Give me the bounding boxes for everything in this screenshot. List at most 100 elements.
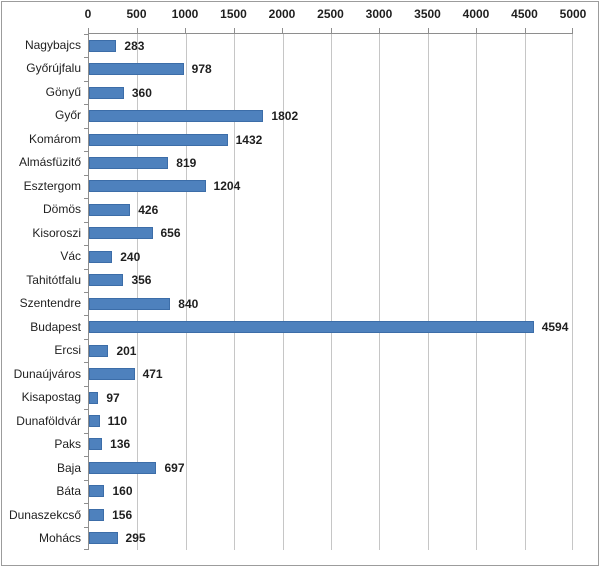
value-label: 656: [160, 226, 181, 241]
value-label: 1802: [271, 109, 299, 124]
value-axis-tick-label: 5000: [559, 7, 587, 21]
value-label: 1432: [235, 132, 263, 147]
value-label: 819: [176, 155, 197, 170]
category-label: Paks: [54, 437, 81, 452]
category-axis-tick-mark: [84, 221, 89, 223]
value-axis-tick-mark: [572, 28, 573, 33]
value-axis-tick-label: 4000: [462, 7, 490, 21]
bar: [89, 63, 184, 76]
bar-row: 426: [89, 198, 573, 221]
gridline: [185, 34, 187, 550]
bar-row: 819: [89, 151, 573, 174]
category-label: Komárom: [28, 131, 81, 146]
value-axis-tick-mark: [476, 28, 477, 33]
value-axis-tick-mark: [379, 28, 380, 33]
bar: [89, 39, 117, 52]
bar: [89, 110, 264, 123]
category-axis-tick-mark: [84, 362, 89, 364]
category-axis-tick-mark: [84, 245, 89, 247]
bar: [89, 180, 206, 193]
bar-row: 156: [89, 503, 573, 526]
category-label: Dömös: [42, 202, 81, 217]
category-label: Dunaföldvár: [16, 413, 81, 428]
bar: [89, 414, 100, 427]
category-label: Báta: [56, 484, 81, 499]
bar-row: 295: [89, 527, 573, 550]
value-axis-ticks: [88, 28, 573, 33]
gridline: [331, 34, 332, 550]
category-label: Ercsi: [54, 343, 81, 358]
category-axis-tick-mark: [84, 315, 89, 317]
value-axis-tick-label: 4500: [511, 7, 538, 21]
bar-row: 840: [89, 292, 573, 315]
bar-row: 201: [89, 339, 573, 362]
bar: [89, 250, 113, 263]
category-label: Kisapostag: [21, 390, 81, 405]
value-axis-tick-label: 2500: [317, 7, 344, 21]
value-label: 697: [164, 460, 185, 475]
value-axis-tick-mark: [136, 28, 138, 33]
bar-row: 697: [89, 456, 573, 479]
category-axis-tick-mark: [84, 292, 89, 293]
category-axis-tick-mark: [84, 549, 89, 550]
category-label: Tahitótfalu: [26, 272, 81, 287]
bar: [89, 156, 169, 169]
category-label: Mohács: [38, 531, 81, 546]
category-label: Esztergom: [23, 178, 81, 193]
bar: [89, 391, 99, 404]
category-axis-tick-mark: [84, 151, 89, 153]
category-label: Szentendre: [19, 296, 81, 311]
bar-row: 283: [89, 34, 573, 57]
category-axis-tick-mark: [84, 127, 89, 129]
bar: [89, 274, 124, 287]
category-axis-tick-mark: [84, 268, 89, 270]
category-label: Gönyű: [45, 84, 81, 99]
value-label: 110: [107, 413, 127, 428]
bar: [89, 532, 118, 545]
category-axis-tick-mark: [84, 338, 89, 340]
value-axis-tick-label: 2000: [268, 7, 296, 21]
bar: [89, 297, 171, 310]
category-axis-tick-mark: [84, 526, 89, 528]
category-label: Almásfüzitő: [18, 155, 81, 170]
value-label: 471: [142, 367, 163, 382]
category-label: Nagybajcs: [24, 37, 81, 52]
value-axis-tick-label: 3500: [414, 7, 441, 21]
value-axis-tick-label: 1500: [220, 7, 247, 21]
bar-row: 136: [89, 433, 573, 456]
gridline: [234, 34, 236, 550]
value-axis-tick-label: 3000: [365, 7, 393, 21]
bar-row: 110: [89, 409, 573, 432]
bar-row: 978: [89, 57, 573, 80]
value-axis-tick-label: 0: [84, 7, 92, 21]
category-axis-tick-mark: [84, 57, 89, 59]
value-label: 283: [124, 38, 145, 53]
value-label: 360: [131, 85, 152, 100]
bar-row: 360: [89, 81, 573, 104]
value-axis-tick-mark: [524, 28, 526, 33]
bar: [89, 508, 105, 521]
gridline: [137, 34, 139, 550]
category-label: Győr: [54, 108, 81, 123]
category-axis-tick-mark: [84, 385, 89, 387]
bar-row: 356: [89, 269, 573, 292]
category-axis-labels: Nagybajcs Győrújfalu Gönyű Győr Komárom Almás…: [0, 33, 81, 550]
value-label: 295: [125, 531, 146, 546]
value-axis-tick-mark: [233, 28, 235, 33]
category-axis-tick-mark: [84, 503, 89, 505]
category-label: Vác: [60, 249, 81, 264]
bar-row: 97: [89, 386, 573, 409]
value-label: 136: [110, 437, 131, 452]
value-axis-labels: 0 500 1000 1500 2000 2500 3000 3500 4000 4500 5000: [84, 7, 587, 25]
value-axis-tick-mark: [88, 28, 89, 33]
category-axis-tick-mark: [84, 34, 89, 35]
category-label: Kisoroszi: [32, 225, 81, 240]
bar-row: 160: [89, 480, 573, 503]
category-axis-tick-mark: [84, 456, 89, 458]
bar: [89, 485, 105, 498]
category-axis-tick-mark: [84, 104, 89, 106]
bar-row: 240: [89, 245, 573, 268]
category-axis-tick-mark: [84, 479, 89, 481]
value-label: 201: [116, 343, 137, 358]
